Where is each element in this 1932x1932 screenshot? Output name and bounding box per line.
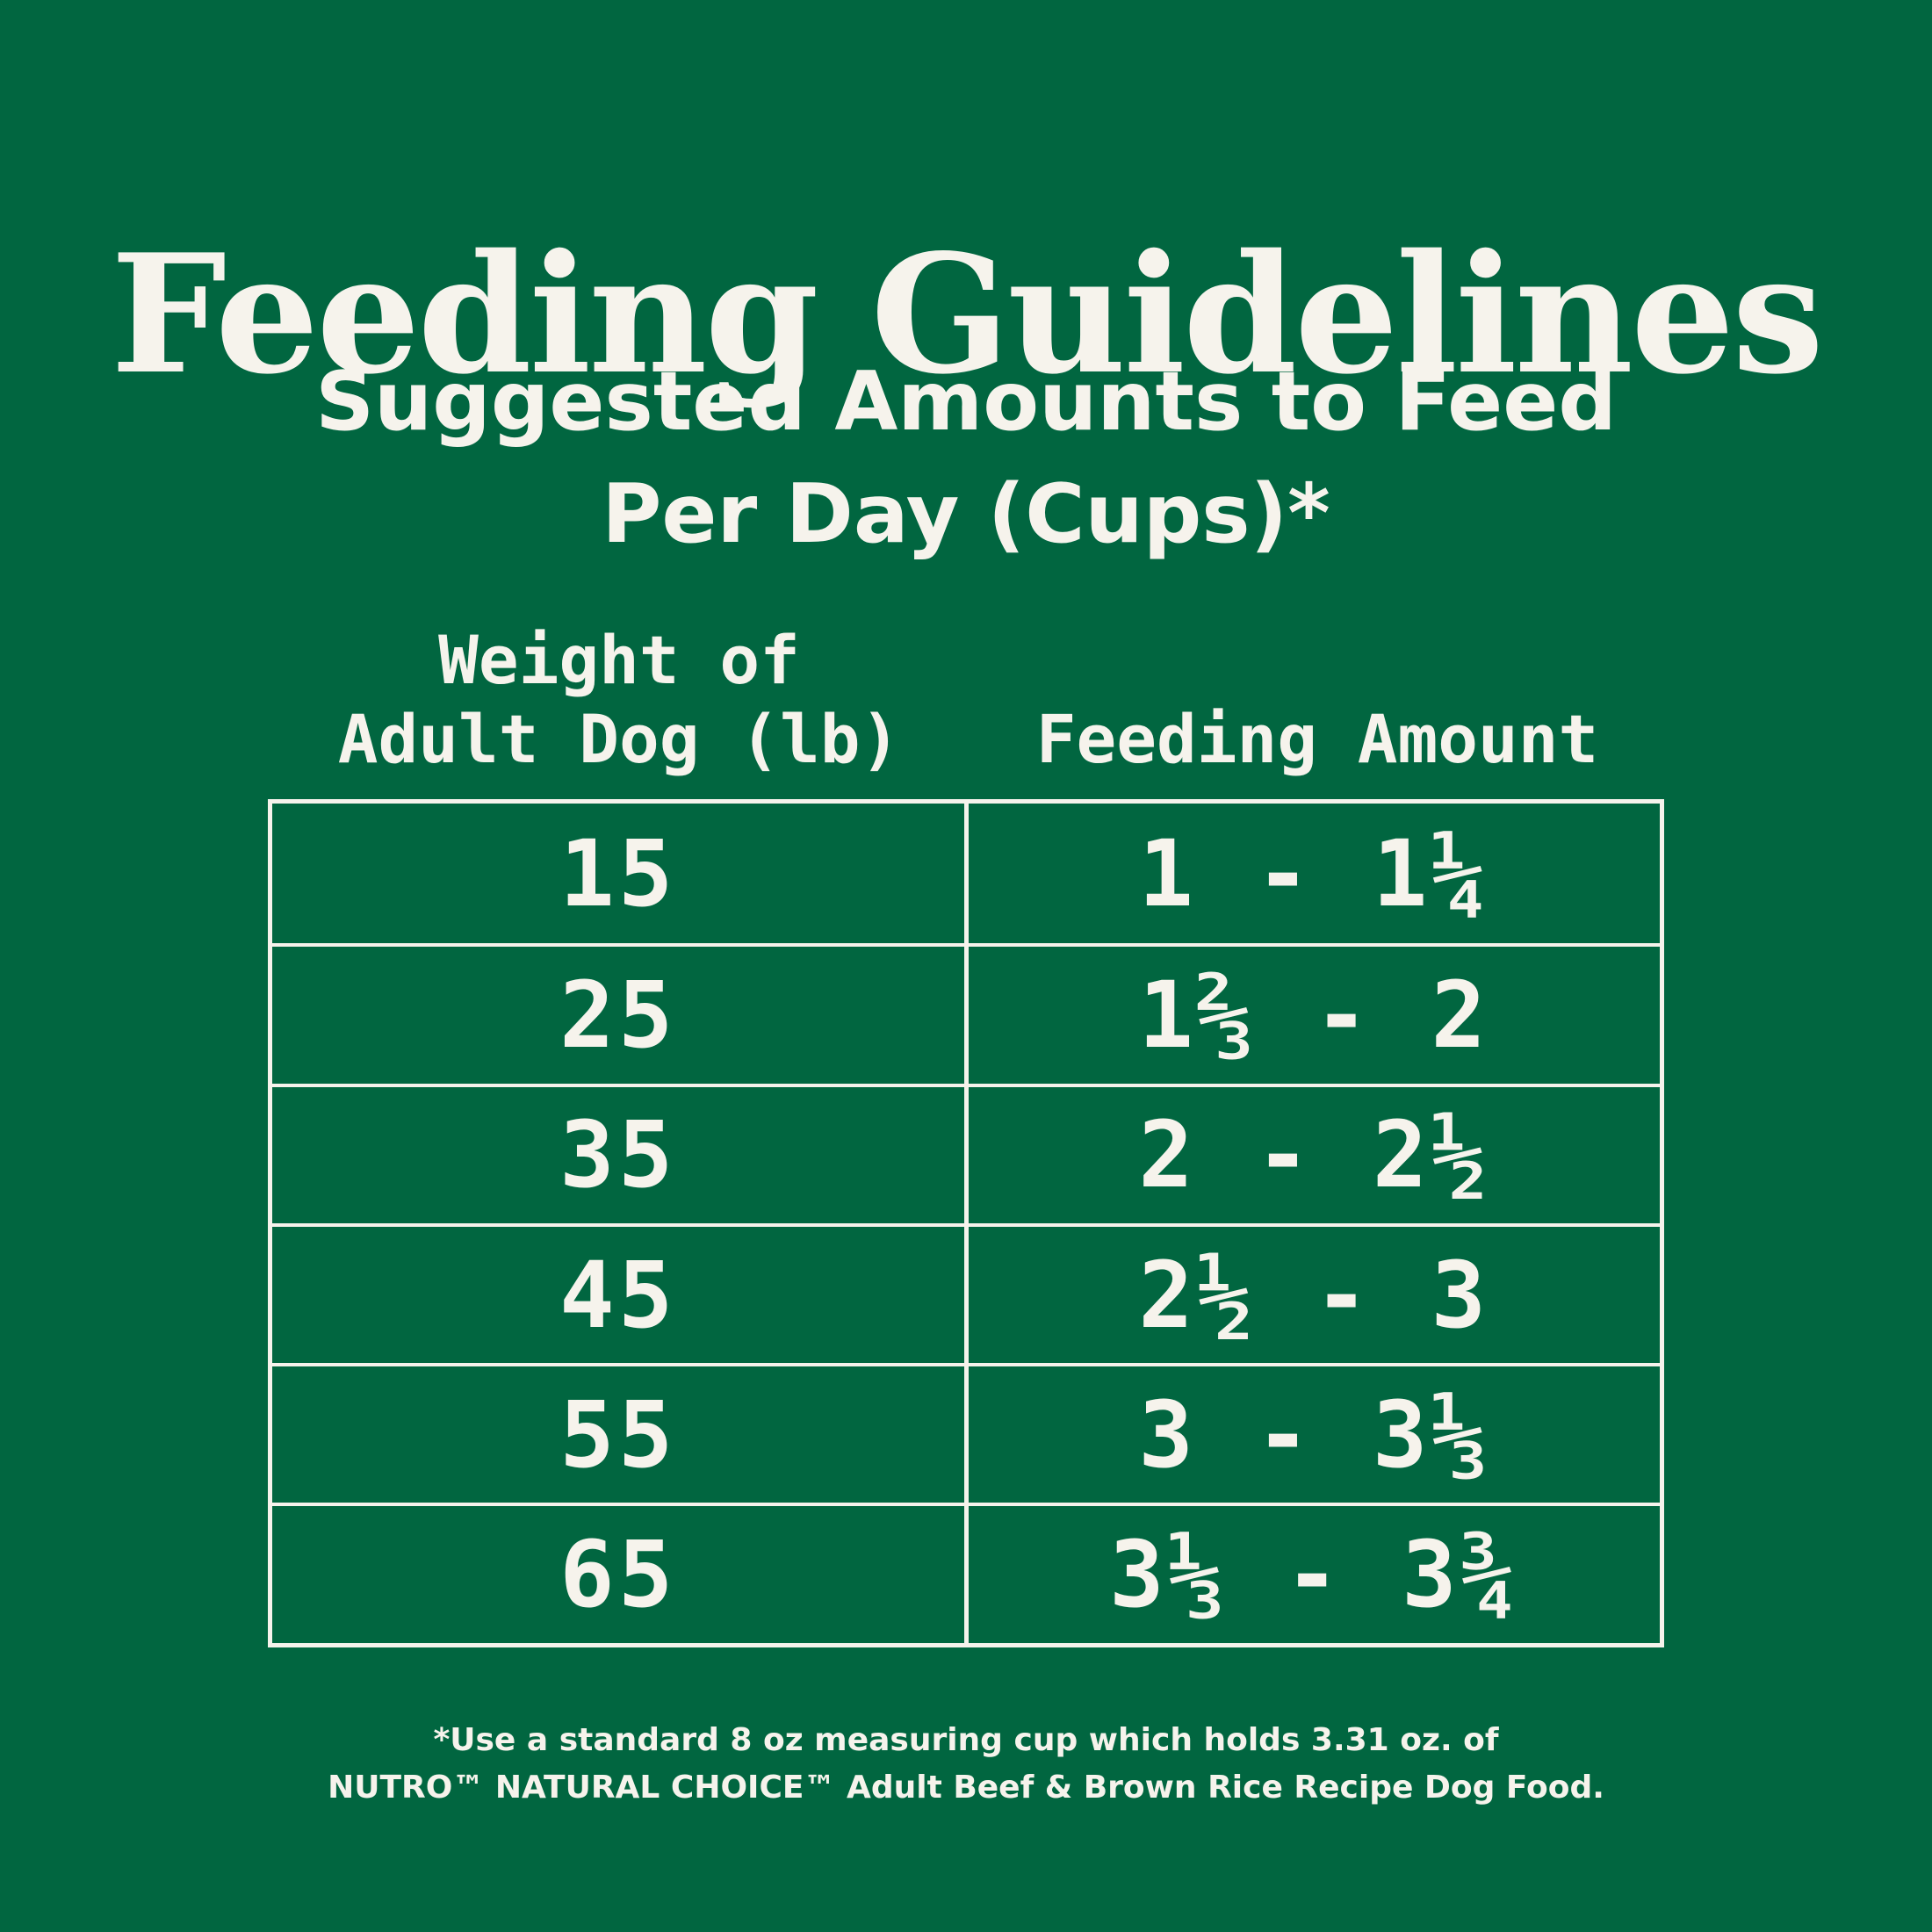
table-row: 35 2 - 2½ [272, 1083, 1660, 1223]
weight-cell: 15 [272, 804, 969, 944]
table-row: 45 2½ - 3 [272, 1222, 1660, 1364]
amount-cell: 3⅓ - 3¾ [1109, 1521, 1519, 1629]
footnote: *Use a standard 8 oz measuring cup which… [0, 1717, 1932, 1812]
weight-cell: 25 [272, 947, 969, 1084]
weight-cell: 65 [272, 1506, 969, 1643]
subtitle: Suggested Amounts to Feed Per Day (Cups)… [0, 345, 1932, 570]
page-title: Feeding Guidelines [110, 217, 1824, 410]
amount-cell: 2 - 2½ [1138, 1101, 1490, 1209]
table-row: 55 3 - 3⅓ [272, 1363, 1660, 1503]
footnote-line-1: *Use a standard 8 oz measuring cup which… [433, 1722, 1499, 1758]
amount-cell: 2½ - 3 [1138, 1241, 1490, 1349]
amount-header-label: Feeding Amount [1035, 700, 1599, 778]
amount-cell: 3 - 3⅓ [1138, 1381, 1490, 1489]
amount-cell: 1 - 1¼ [1138, 819, 1490, 927]
table-row: 15 1 - 1¼ [272, 804, 1660, 944]
weight-header-line-1: Weight of [438, 621, 800, 699]
weight-cell: 35 [272, 1086, 969, 1223]
weight-cell: 55 [272, 1366, 969, 1503]
table-row: 65 3⅓ - 3¾ [272, 1503, 1660, 1643]
subtitle-line-2: Per Day (Cups)* [602, 466, 1330, 561]
feeding-table: 15 1 - 1¼ 25 1⅔ - 2 35 2 - 2½ 45 2½ - 3 … [268, 799, 1664, 1647]
table-row: 25 1⅔ - 2 [272, 943, 1660, 1084]
weight-column-header: Weight of Adult Dog (lb) [268, 621, 970, 779]
amount-column-header: Feeding Amount [966, 700, 1669, 779]
footnote-line-2: NUTRO™ NATURAL CHOICE™ Adult Beef & Brow… [328, 1770, 1604, 1806]
subtitle-line-1: Suggested Amounts to Feed [315, 354, 1617, 449]
weight-header-line-2: Adult Dog (lb) [337, 700, 901, 778]
weight-cell: 45 [272, 1226, 969, 1364]
amount-cell: 1⅔ - 2 [1138, 961, 1490, 1069]
